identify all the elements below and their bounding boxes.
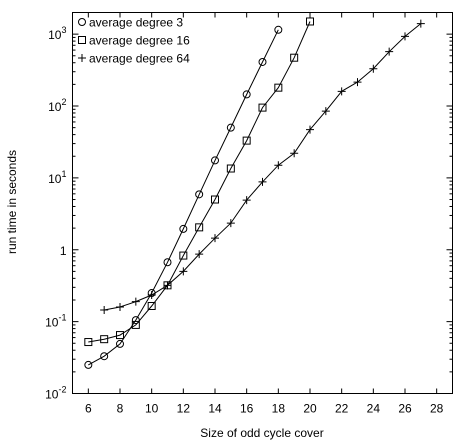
legend-label: average degree 16 <box>89 34 190 48</box>
data-point-square <box>290 53 299 62</box>
data-point-square <box>179 251 188 260</box>
data-point-circle <box>226 123 235 132</box>
data-point-square <box>195 223 204 232</box>
series-layer <box>84 17 425 369</box>
data-point-plus <box>385 47 394 56</box>
legend-marker-circle <box>78 18 86 26</box>
data-point-plus <box>116 302 124 311</box>
data-point-circle <box>242 90 251 99</box>
data-point-plus <box>321 107 330 116</box>
data-point-plus <box>337 87 346 96</box>
data-point-square <box>274 83 283 92</box>
series-square <box>84 17 314 347</box>
x-axis-label: Size of odd cycle cover <box>200 426 323 440</box>
data-point-circle <box>258 57 267 66</box>
x-tick-label: 24 <box>367 402 381 416</box>
legend: average degree 3 average degree 16 average… <box>78 16 190 66</box>
data-point-circle <box>274 25 283 34</box>
data-point-plus <box>242 196 251 205</box>
data-point-circle <box>195 190 204 199</box>
series-plus <box>100 19 425 315</box>
series-circle <box>84 25 283 369</box>
data-point-plus <box>416 19 425 28</box>
data-point-circle <box>163 258 172 267</box>
y-tick-label: 10-1 <box>45 313 66 330</box>
x-tick-label: 16 <box>240 402 254 416</box>
x-tick-label: 8 <box>117 402 124 416</box>
x-tick-label: 22 <box>335 402 349 416</box>
data-point-plus <box>147 290 156 299</box>
y-tick-label: 1 <box>60 244 67 258</box>
x-tick-label: 14 <box>208 402 222 416</box>
data-point-square <box>306 17 314 26</box>
data-point-square <box>258 103 267 112</box>
x-tick-label: 6 <box>85 402 92 416</box>
data-point-plus <box>306 125 314 134</box>
data-point-circle <box>116 339 124 348</box>
data-point-square <box>116 331 124 340</box>
data-point-plus <box>163 281 172 290</box>
data-point-plus <box>274 161 283 170</box>
x-tick-label: 26 <box>398 402 412 416</box>
x-tick-label: 28 <box>430 402 444 416</box>
data-point-square <box>211 195 219 204</box>
y-tick-label: 102 <box>48 97 66 114</box>
data-point-square <box>147 301 156 310</box>
data-point-circle <box>84 360 93 369</box>
data-point-plus <box>195 250 204 259</box>
data-point-square <box>131 320 140 329</box>
x-tick-label: 20 <box>303 402 317 416</box>
plot-frame <box>72 12 453 394</box>
data-point-plus <box>401 32 409 41</box>
data-point-circle <box>211 156 219 165</box>
y-tick-label: 101 <box>48 169 66 186</box>
data-point-circle <box>179 224 188 233</box>
legend-label: average degree 3 <box>89 16 183 30</box>
legend-marker-plus <box>78 54 86 62</box>
data-point-plus <box>226 219 235 228</box>
data-point-square <box>84 338 93 347</box>
data-point-square <box>100 335 109 344</box>
x-tick-label: 10 <box>145 402 159 416</box>
x-tick-label: 18 <box>272 402 286 416</box>
data-point-square <box>226 164 235 173</box>
data-point-plus <box>211 234 219 243</box>
x-tick-label: 12 <box>177 402 191 416</box>
data-point-square <box>242 136 251 145</box>
data-point-plus <box>131 297 140 306</box>
y-tick-label: 10-2 <box>45 385 66 402</box>
data-point-plus <box>353 78 362 87</box>
series-line <box>88 29 279 366</box>
legend-label: average degree 64 <box>89 52 190 66</box>
data-point-plus <box>100 306 109 315</box>
data-point-plus <box>179 267 188 276</box>
legend-marker-square <box>78 36 86 44</box>
y-axis-label: run time in seconds <box>5 150 19 254</box>
y-tick-label: 103 <box>48 25 66 42</box>
data-point-circle <box>100 352 109 361</box>
data-point-plus <box>369 64 378 73</box>
data-point-plus <box>290 149 299 158</box>
data-point-plus <box>258 177 267 186</box>
series-line <box>88 21 311 343</box>
